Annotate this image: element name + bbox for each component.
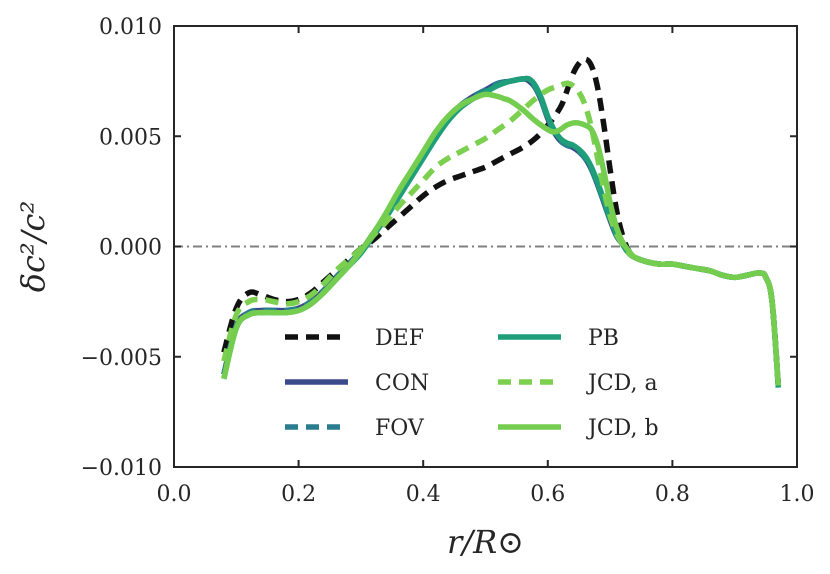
- x-axis-label: r/R⊙: [447, 523, 524, 561]
- series-line-jcd-a: [221, 80, 782, 386]
- y-tick-label: −0.005: [81, 346, 162, 371]
- legend-entry-jcd-b: JCD, b: [498, 416, 659, 441]
- legend-label-con: CON: [375, 371, 429, 396]
- y-tick-label: 0.005: [99, 125, 162, 150]
- legend-label-fov: FOV: [375, 416, 425, 441]
- y-tick-label: 0.010: [99, 15, 162, 40]
- x-tick-label: 0.2: [281, 482, 316, 507]
- series-line-jcd-b: [221, 91, 782, 386]
- x-tick-label: 0.0: [157, 482, 192, 507]
- x-tick-labels: 0.0 0.2 0.4 0.6 0.8 1.0: [157, 482, 815, 507]
- legend-entry-jcd-a: JCD, a: [498, 371, 658, 396]
- legend-label-jcd-a: JCD, a: [586, 371, 658, 396]
- x-tick-label: 0.4: [406, 482, 441, 507]
- x-tick-label: 0.8: [655, 482, 690, 507]
- x-tick-label: 1.0: [780, 482, 815, 507]
- legend-label-def: DEF: [375, 326, 424, 351]
- legend-label-pb: PB: [588, 326, 619, 351]
- legend-entry-pb: PB: [498, 326, 619, 351]
- y-tick-label: 0.000: [99, 236, 162, 261]
- x-tick-label: 0.6: [530, 482, 565, 507]
- y-axis-label: δc²/c²: [14, 201, 52, 293]
- tick-marks: [173, 25, 798, 468]
- legend: DEF CON FOV PB JCD, a JCD, b: [285, 326, 659, 441]
- legend-entry-def: DEF: [285, 326, 424, 351]
- series-layer: [221, 56, 782, 388]
- legend-label-jcd-b: JCD, b: [586, 416, 659, 441]
- y-tick-labels: −0.010 −0.005 0.000 0.005 0.010: [81, 15, 162, 481]
- y-tick-label: −0.010: [81, 456, 162, 481]
- legend-entry-fov: FOV: [285, 416, 425, 441]
- legend-entry-con: CON: [285, 371, 429, 396]
